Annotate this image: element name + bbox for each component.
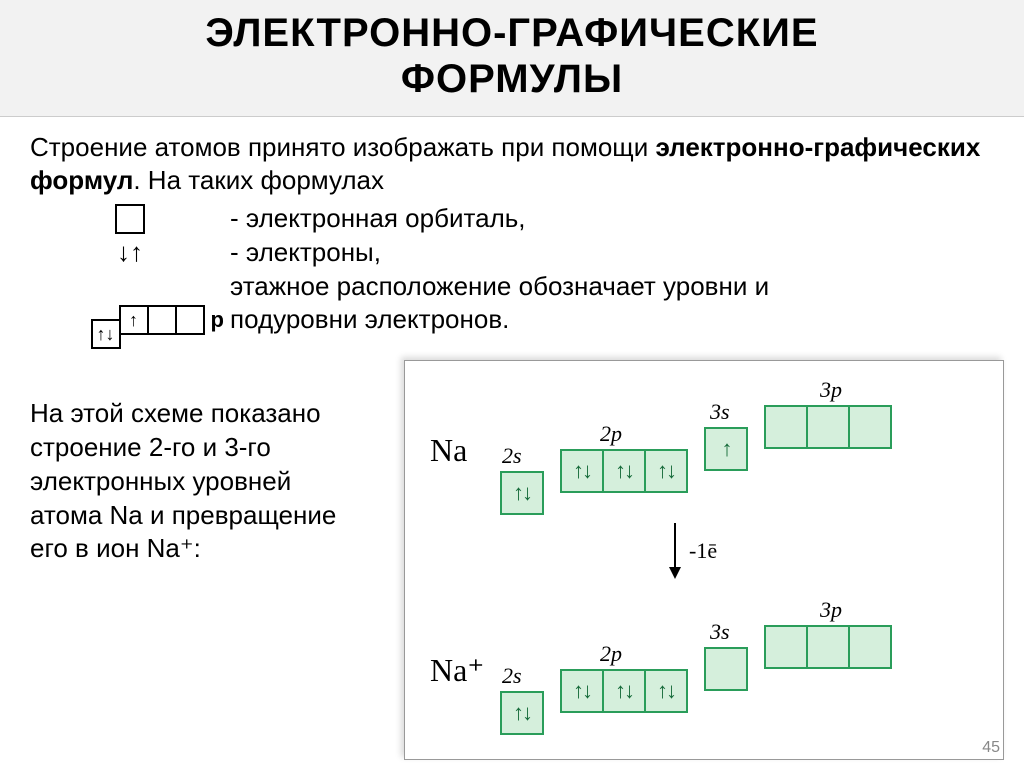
legend-row-electrons: ↓↑ - электроны, — [30, 236, 994, 270]
orbital-cell — [764, 625, 808, 669]
intro-part2: . На таких формулах — [133, 165, 384, 195]
orbital-cell — [764, 405, 808, 449]
orbital-label-2p: 2p — [600, 641, 622, 667]
cell-arrow-up: ↑ — [129, 309, 138, 332]
orbital-cell: ↑↓ — [560, 669, 604, 713]
exp-line: электронных уровней — [30, 465, 370, 499]
orbital-cell — [806, 405, 850, 449]
element-label-na-plus: Na⁺ — [430, 651, 484, 689]
page-title: ЭЛЕКТРОННО-ГРАФИЧЕСКИЕ ФОРМУЛЫ — [0, 10, 1024, 102]
exp-line: его в ион Na⁺: — [30, 532, 370, 566]
legend-row-levels-2: ↑↓ ↑ p подуровни электронов. — [30, 303, 994, 337]
orbital-label-3s: 3s — [710, 619, 730, 645]
cell-content: ↑↓ — [657, 458, 675, 484]
orbital-cell: ↑↓ — [500, 691, 544, 735]
orbital-label-3p: 3p — [820, 377, 842, 403]
stair-mini-diagram: ↑↓ ↑ — [91, 305, 203, 335]
orbital-box-icon — [115, 204, 145, 234]
exp-line: строение 2-го и 3-го — [30, 431, 370, 465]
orbital-cell — [848, 405, 892, 449]
orbital-cell: ↑↓ — [560, 449, 604, 493]
legend-row-levels-1: этажное расположение обозначает уровни и — [30, 270, 994, 304]
title-block: ЭЛЕКТРОННО-ГРАФИЧЕСКИЕ ФОРМУЛЫ — [0, 0, 1024, 117]
arrows-icon: ↓↑ — [117, 236, 143, 270]
electron-diagram: Na 2s ↑↓ 2p ↑↓ ↑↓ ↑↓ 3s ↑ 3p -1ē Na⁺ 2s … — [404, 360, 1004, 760]
legend-orbital-text: - электронная орбиталь, — [230, 202, 526, 236]
orbital-cell: ↑↓ — [644, 449, 688, 493]
legend: - электронная орбиталь, ↓↑ - электроны, … — [30, 202, 994, 337]
title-line-2: ФОРМУЛЫ — [401, 57, 623, 101]
orbital-cell — [806, 625, 850, 669]
orbital-symbol — [30, 204, 230, 234]
stair-cell: ↑↓ — [91, 319, 121, 349]
exp-line: На этой схеме показано — [30, 397, 370, 431]
orbital-label-3p: 3p — [820, 597, 842, 623]
stair-p-label: p — [211, 306, 224, 335]
orbital-cell — [704, 647, 748, 691]
stair-symbol: ↑↓ ↑ p — [30, 305, 230, 335]
intro-text: Строение атомов принято изображать при п… — [30, 131, 994, 196]
orbital-label-2s: 2s — [502, 443, 522, 469]
cell-content: ↑↓ — [513, 700, 531, 726]
cell-content: ↑↓ — [513, 480, 531, 506]
cell-content: ↑↓ — [615, 678, 633, 704]
exp-line: атома Na и превращение — [30, 499, 370, 533]
legend-electrons-text: - электроны, — [230, 236, 381, 270]
explanation-text: На этой схеме показано строение 2-го и 3… — [30, 397, 370, 566]
orbital-label-2p: 2p — [600, 421, 622, 447]
orbital-label-2s: 2s — [502, 663, 522, 689]
orbital-cell: ↑↓ — [602, 449, 646, 493]
stair-cell — [147, 305, 177, 335]
orbital-cell — [848, 625, 892, 669]
title-line-1: ЭЛЕКТРОННО-ГРАФИЧЕСКИЕ — [205, 11, 818, 55]
transition-arrow: -1ē — [665, 521, 717, 581]
orbital-cell: ↑↓ — [602, 669, 646, 713]
cell-content: ↑↓ — [615, 458, 633, 484]
page-number: 45 — [982, 739, 1000, 757]
intro-part1: Строение атомов принято изображать при п… — [30, 132, 655, 162]
element-label-na: Na — [430, 432, 467, 469]
cell-arrows: ↑↓ — [97, 323, 115, 346]
stair-cell: ↑ — [119, 305, 149, 335]
cell-content: ↑↓ — [573, 458, 591, 484]
orbital-cell: ↑↓ — [500, 471, 544, 515]
down-arrow-icon — [665, 521, 685, 581]
orbital-cell: ↑↓ — [644, 669, 688, 713]
electrons-symbol: ↓↑ — [30, 236, 230, 270]
legend-levels-text-1: этажное расположение обозначает уровни и — [230, 270, 769, 304]
cell-content: ↑↓ — [573, 678, 591, 704]
orbital-cell: ↑ — [704, 427, 748, 471]
legend-row-orbital: - электронная орбиталь, — [30, 202, 994, 236]
legend-levels-text-2: подуровни электронов. — [230, 303, 509, 337]
transition-label: -1ē — [689, 538, 717, 564]
cell-content: ↑ — [722, 436, 731, 462]
stair-cell — [175, 305, 205, 335]
orbital-label-3s: 3s — [710, 399, 730, 425]
cell-content: ↑↓ — [657, 678, 675, 704]
